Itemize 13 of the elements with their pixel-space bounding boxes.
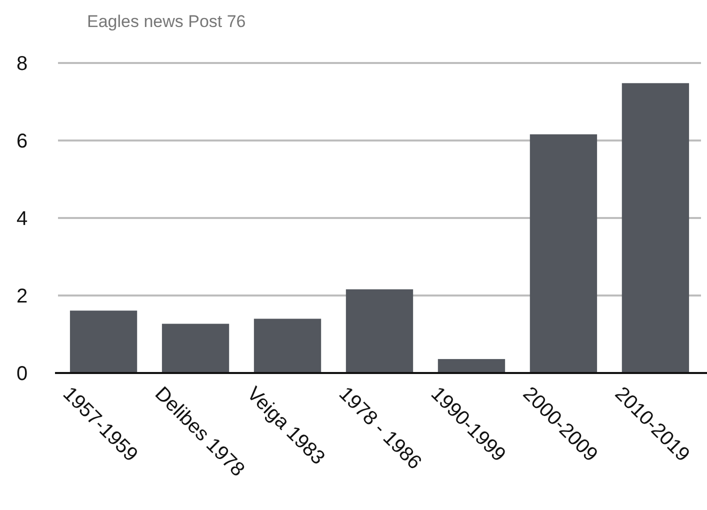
- chart-title: Eagles news Post 76: [87, 12, 246, 31]
- y-tick-label: 0: [16, 363, 28, 385]
- y-tick-label: 4: [16, 208, 28, 230]
- bar: [70, 310, 138, 373]
- y-tick-label: 6: [16, 130, 28, 152]
- y-tick-label: 2: [16, 286, 28, 308]
- bar: [438, 359, 506, 373]
- bar: [530, 134, 598, 373]
- bar: [254, 318, 322, 373]
- y-tick-label: 8: [16, 53, 28, 75]
- bar: [346, 289, 414, 373]
- bar: [622, 83, 690, 373]
- bar: [162, 324, 230, 373]
